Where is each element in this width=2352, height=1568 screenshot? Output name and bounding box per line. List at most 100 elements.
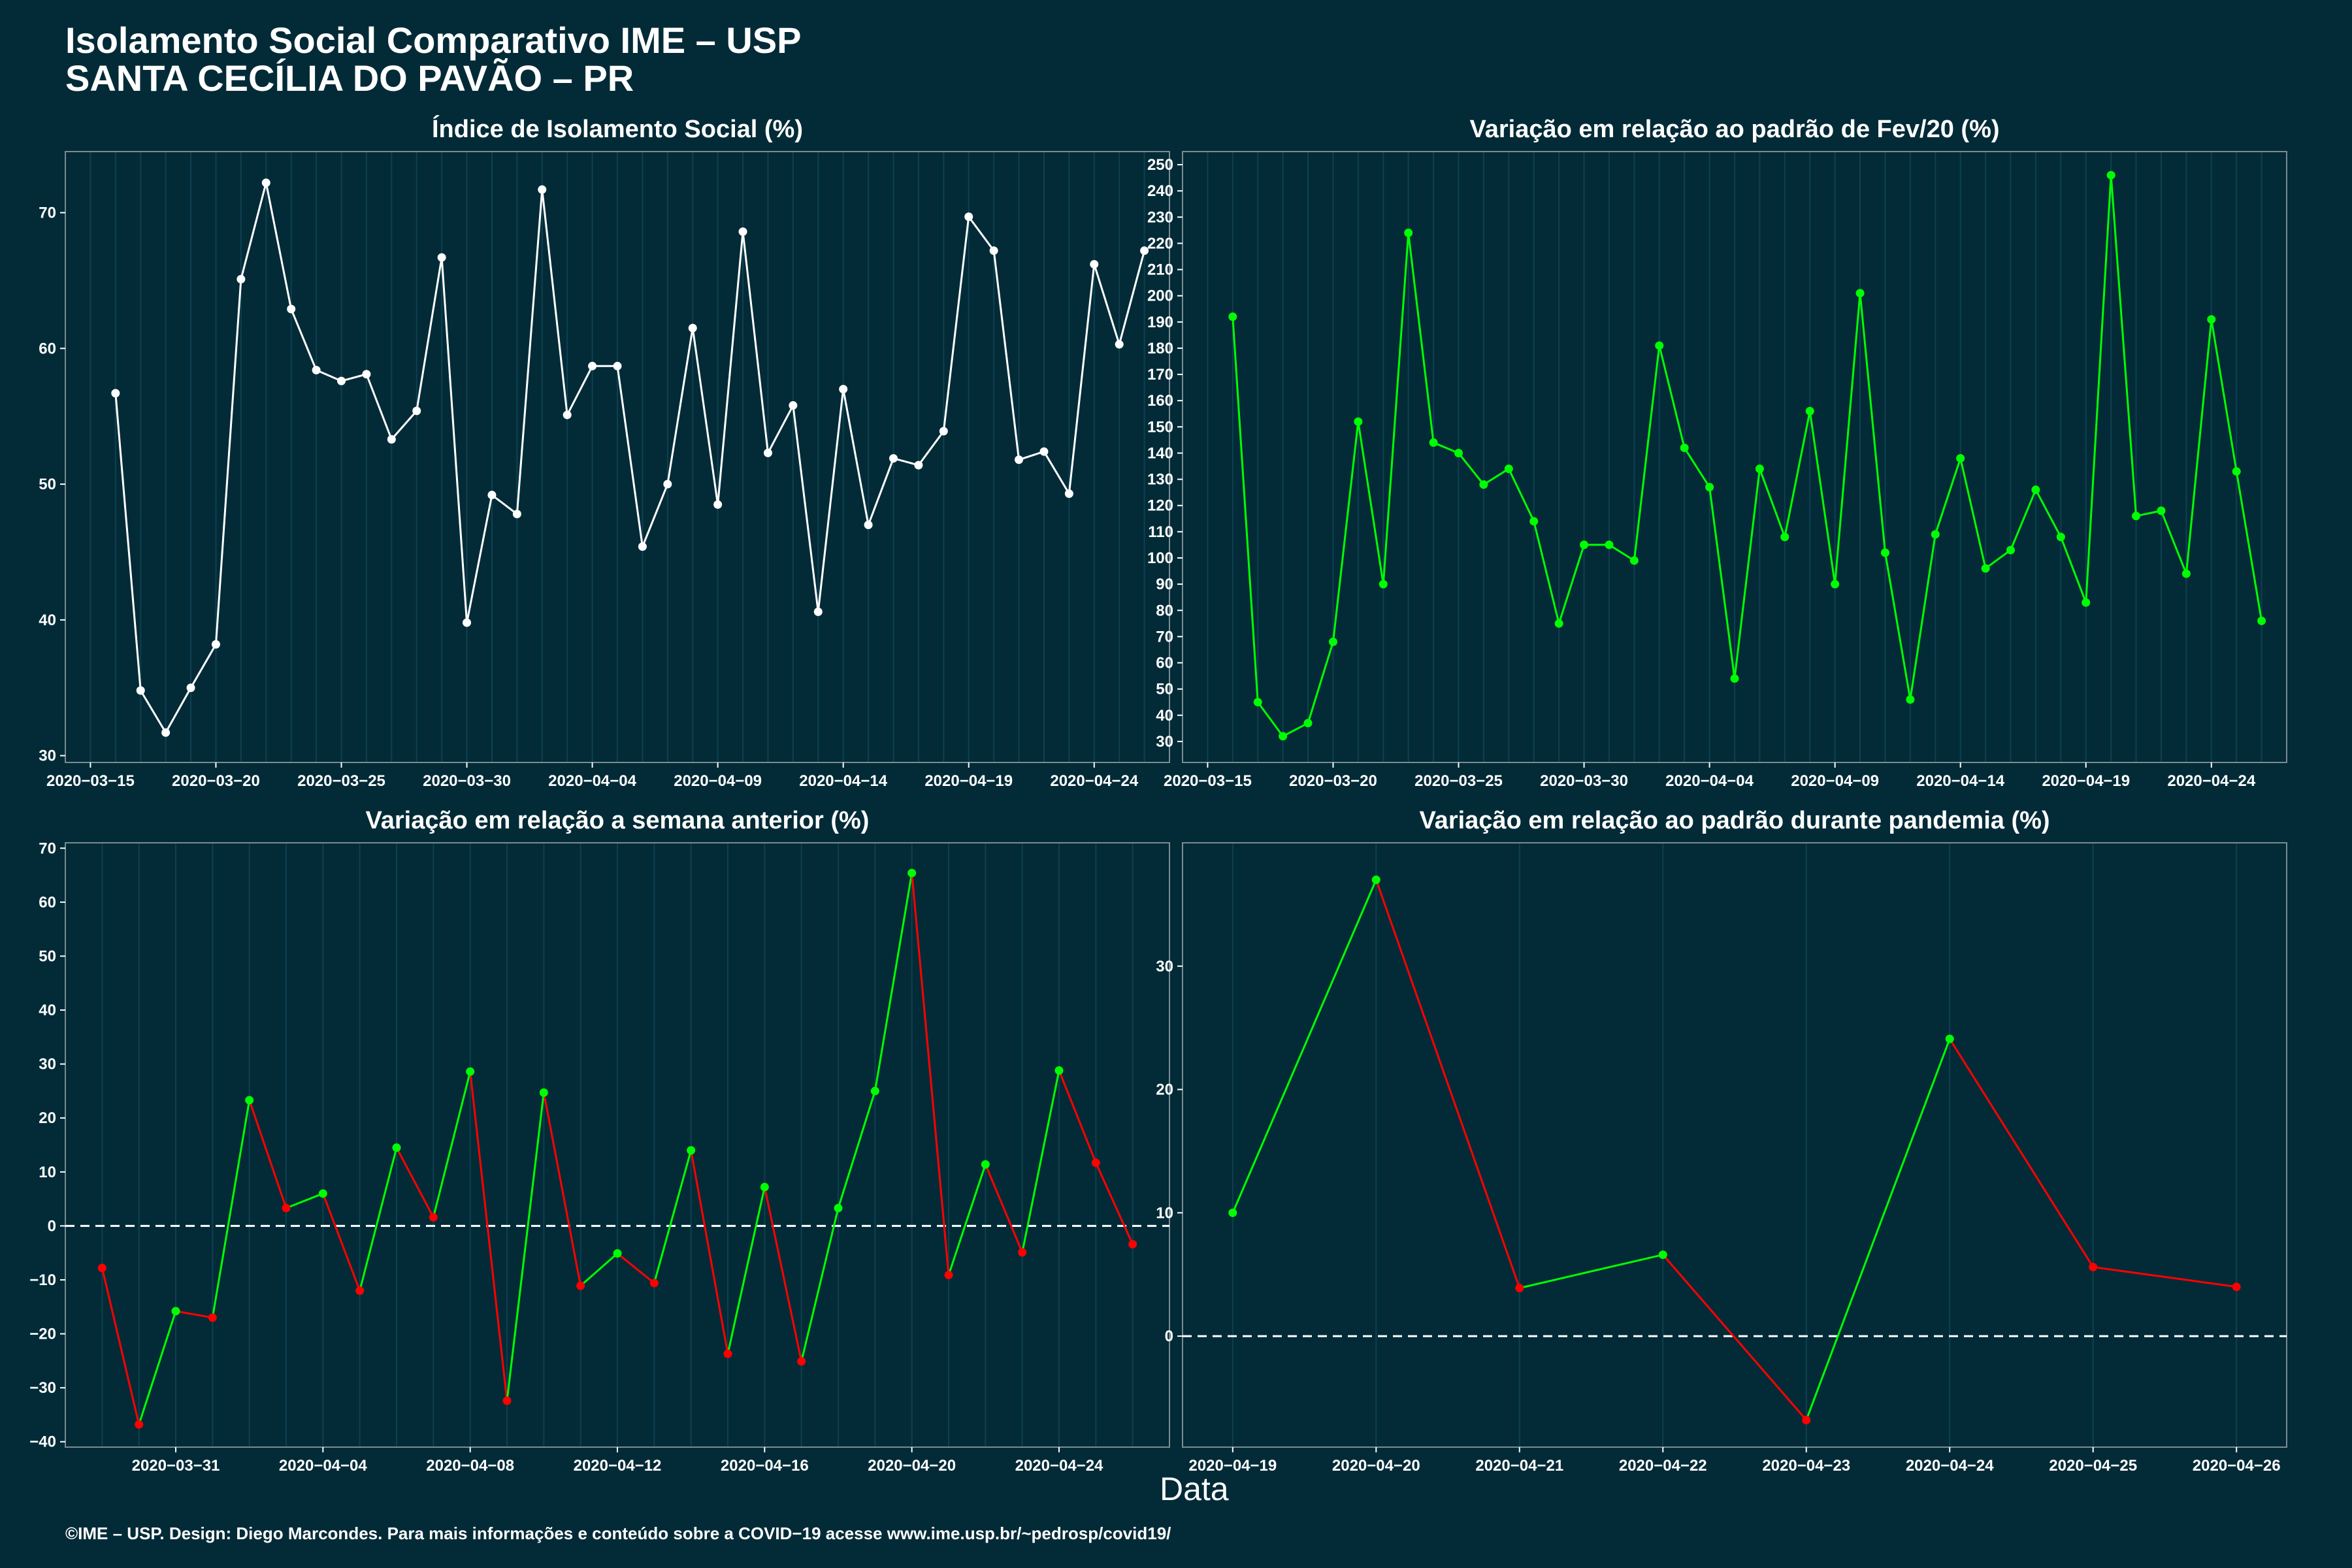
series-segment (911, 873, 950, 1275)
data-point (1454, 448, 1463, 457)
x-tick-label: 2020−04−24 (1015, 1457, 1103, 1475)
series-segment (867, 458, 894, 525)
series-segment (248, 1100, 287, 1209)
y-tick-label: 120 (1147, 497, 1173, 515)
series-segment (515, 189, 544, 514)
data-point (870, 1086, 879, 1096)
data-point (429, 1213, 438, 1222)
series-segment (466, 495, 493, 623)
data-point (1880, 548, 1889, 557)
data-point (1379, 580, 1388, 589)
x-tick-label: 2020−04−12 (574, 1457, 662, 1475)
y-tick-label: 110 (1148, 523, 1173, 541)
series-segment (1232, 879, 1377, 1213)
series-segment (1094, 1162, 1134, 1245)
data-point (889, 454, 898, 463)
x-tick-label: 2020−03−25 (1414, 772, 1503, 790)
series-segment (1093, 264, 1120, 345)
series-segment (1934, 458, 1962, 535)
y-tick-label: 50 (1156, 681, 1173, 698)
x-tick-label: 2020−03−15 (1164, 772, 1252, 790)
data-point (539, 1088, 548, 1097)
data-point (2157, 506, 2166, 515)
data-point (1658, 1250, 1667, 1260)
x-tick-label: 2020−03−20 (172, 772, 260, 790)
data-point (1554, 619, 1563, 628)
series-segment (1118, 250, 1146, 345)
data-point (981, 1160, 990, 1169)
series-segment (1733, 468, 1761, 679)
data-point (1605, 540, 1614, 549)
y-tick-label: 100 (1147, 549, 1173, 567)
series-segment (321, 1193, 361, 1292)
data-point (713, 500, 723, 509)
series-segment (2034, 489, 2062, 538)
panel-title-3: Variação em relação a semana anterior (%… (366, 807, 870, 834)
y-tick-label: 150 (1147, 418, 1173, 436)
series-segment (440, 257, 468, 623)
series-segment (1407, 233, 1435, 443)
data-point (1228, 1208, 1237, 1217)
x-tick-label: 2020−04−14 (799, 772, 887, 790)
series-segment (817, 389, 845, 612)
data-point (834, 1203, 843, 1213)
data-point (723, 1349, 732, 1358)
x-tick-label: 2020−04−23 (1762, 1457, 1850, 1475)
series-segment (968, 216, 995, 252)
data-point (502, 1396, 512, 1405)
data-point (538, 185, 547, 194)
data-point (2181, 569, 2191, 578)
series-segment (1808, 411, 1837, 585)
series-segment (1759, 468, 1786, 538)
series-segment (763, 1186, 803, 1362)
series-segment (2110, 175, 2138, 516)
data-point (161, 728, 171, 737)
data-point (1279, 732, 1288, 741)
data-point (789, 401, 798, 410)
data-point (1064, 489, 1073, 498)
x-tick-label: 2020−03−25 (297, 772, 385, 790)
data-point (1931, 530, 1940, 539)
data-point (1805, 406, 1814, 416)
data-point (760, 1183, 769, 1192)
data-point (989, 246, 998, 255)
data-point (186, 683, 195, 693)
y-tick-label: −30 (29, 1379, 56, 1397)
series-segment (642, 483, 669, 547)
x-tick-label: 2020−04−20 (868, 1457, 956, 1475)
data-point (1128, 1239, 1137, 1249)
main-title: Isolamento Social Comparativo IME – USP (65, 20, 802, 61)
data-point (1371, 875, 1380, 885)
data-point (1831, 580, 1840, 589)
series-segment (727, 1186, 766, 1354)
data-point (362, 370, 371, 379)
y-tick-label: 170 (1147, 366, 1173, 384)
y-tick-label: 20 (39, 1109, 56, 1127)
x-tick-label: 2020−04−19 (924, 772, 1013, 790)
data-point (576, 1281, 585, 1290)
series-segment (1043, 451, 1070, 495)
series-segment (1058, 1070, 1097, 1164)
data-point (864, 520, 873, 529)
data-point (2089, 1262, 2098, 1271)
x-tick-label: 2020−04−26 (2193, 1457, 2281, 1475)
data-point (613, 361, 622, 370)
data-point (487, 491, 497, 500)
series-segment (365, 374, 393, 440)
series-segment (1257, 701, 1284, 737)
data-point (1429, 438, 1438, 447)
series-segment (506, 1092, 545, 1401)
series-segment (2160, 510, 2187, 574)
series-segment (114, 393, 142, 691)
y-tick-label: 20 (1156, 1081, 1173, 1099)
data-point (914, 461, 923, 470)
data-point (813, 607, 823, 616)
data-point (1140, 246, 1149, 255)
series-segment (290, 308, 318, 371)
x-tick-label: 2020−04−24 (1906, 1457, 1994, 1475)
series-segment (1282, 722, 1309, 738)
series-segment (491, 494, 518, 515)
y-tick-label: −10 (29, 1271, 56, 1289)
series-segment (1662, 1254, 1807, 1421)
x-tick-label: 2020−04−22 (1619, 1457, 1707, 1475)
